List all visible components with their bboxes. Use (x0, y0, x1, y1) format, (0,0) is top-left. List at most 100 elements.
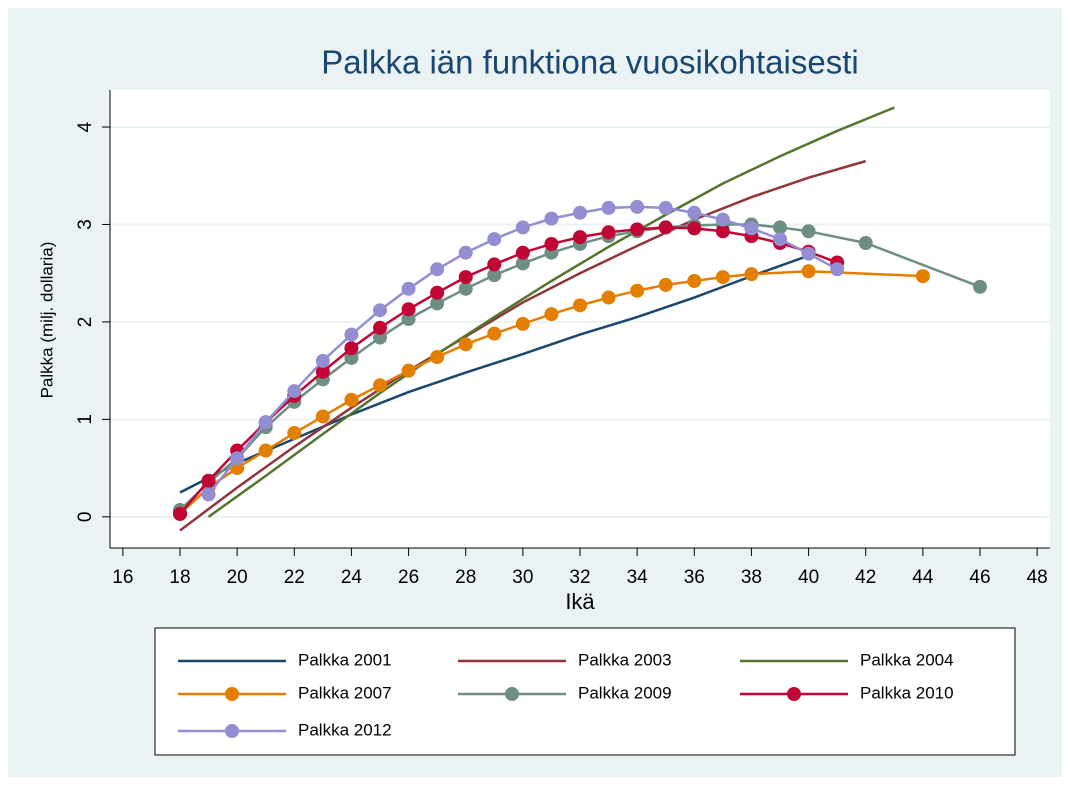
chart-title: Palkka iän funktiona vuosikohtaisesti (321, 44, 858, 81)
x-tick-label: 28 (455, 567, 476, 588)
marker (630, 222, 645, 237)
marker (401, 312, 416, 326)
x-tick-label: 42 (855, 567, 876, 588)
marker (658, 220, 673, 235)
x-axis-label: Ikä (565, 589, 595, 614)
series-line (179, 159, 867, 532)
marker (744, 221, 759, 236)
legend-label: Palkka 2004 (860, 650, 954, 669)
legend-label: Palkka 2007 (298, 683, 392, 702)
marker (915, 269, 930, 284)
x-tick-label: 22 (284, 567, 305, 588)
x-tick-label: 40 (798, 567, 819, 588)
marker (487, 232, 502, 247)
marker (344, 392, 359, 407)
x-tick-label: 30 (512, 567, 533, 588)
marker (401, 281, 416, 296)
x-tick-label: 16 (112, 567, 133, 588)
marker (344, 350, 359, 365)
marker (258, 443, 273, 458)
marker (687, 205, 702, 220)
y-tick-label: 4 (75, 121, 96, 132)
marker (715, 270, 730, 285)
legend-marker (225, 724, 239, 738)
marker (487, 326, 502, 341)
marker (830, 262, 845, 277)
y-tick-label: 3 (75, 219, 96, 230)
marker (630, 199, 645, 214)
marker (430, 350, 445, 365)
marker (858, 235, 873, 250)
marker (658, 200, 673, 215)
marker (773, 232, 787, 247)
legend-marker (505, 687, 519, 701)
marker (458, 245, 473, 260)
marker (487, 257, 502, 272)
y-tick-label: 0 (75, 512, 96, 523)
x-tick-label: 34 (627, 567, 649, 588)
series-line (207, 106, 895, 518)
marker (515, 245, 530, 260)
legend-marker (225, 687, 239, 701)
marker (287, 426, 302, 441)
marker (230, 451, 245, 466)
x-tick-label: 24 (341, 567, 363, 588)
marker (315, 364, 330, 379)
marker (173, 506, 187, 521)
marker (601, 290, 616, 305)
y-axis-label: Palkka (milj. dollaria) (37, 242, 56, 399)
series-line (179, 254, 809, 494)
marker (544, 211, 559, 226)
marker (744, 267, 759, 282)
y-tick-label: 2 (75, 317, 96, 328)
marker (458, 281, 473, 296)
x-tick-label: 26 (398, 567, 419, 588)
marker (715, 224, 730, 239)
marker (973, 279, 987, 294)
marker (344, 327, 359, 342)
marker (630, 283, 645, 298)
x-tick-label: 48 (1027, 567, 1048, 588)
marker (601, 225, 616, 240)
marker (515, 316, 530, 331)
marker (430, 262, 445, 277)
x-tick-label: 20 (227, 567, 248, 588)
marker (315, 353, 330, 368)
x-tick-label: 18 (169, 567, 190, 588)
marker (715, 212, 730, 227)
marker (373, 320, 387, 335)
x-tick-label: 44 (912, 567, 934, 588)
marker (315, 409, 330, 424)
marker (373, 303, 387, 318)
x-tick-label: 32 (569, 567, 590, 588)
marker (458, 337, 473, 352)
x-tick-label: 38 (741, 567, 762, 588)
marker (801, 246, 816, 261)
x-tick-label: 36 (684, 567, 705, 588)
marker (801, 224, 816, 239)
marker (544, 307, 559, 322)
marker (430, 296, 445, 311)
marker (801, 264, 816, 279)
y-tick-label: 1 (75, 414, 96, 425)
marker (544, 236, 559, 251)
marker (601, 200, 616, 215)
marker (344, 341, 359, 356)
marker (430, 285, 445, 300)
marker (573, 230, 587, 245)
marker (515, 220, 530, 235)
marker (401, 302, 416, 317)
marker (373, 378, 387, 393)
marker (401, 363, 416, 378)
x-tick-label: 46 (969, 567, 990, 588)
marker (658, 277, 673, 292)
legend-label: Palkka 2010 (860, 683, 954, 702)
marker (487, 268, 502, 283)
marker (773, 220, 787, 235)
legend-label: Palkka 2009 (578, 683, 672, 702)
legend-box (154, 627, 1016, 756)
legend-marker (787, 687, 801, 701)
marker (687, 273, 702, 288)
marker (573, 205, 587, 220)
